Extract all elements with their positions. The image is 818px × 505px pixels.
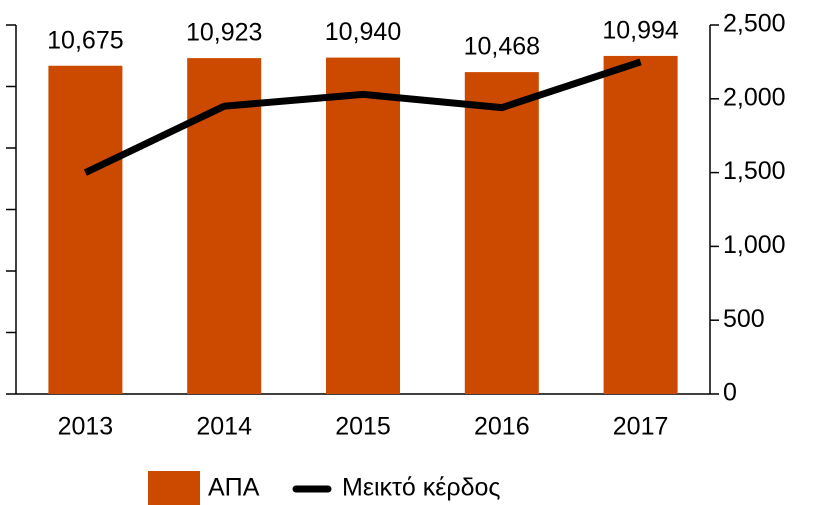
- legend-label: ΑΠΑ: [208, 474, 260, 502]
- data-label: 10,994: [602, 17, 679, 45]
- x-tick-label: 2017: [613, 413, 669, 441]
- line: [83, 58, 642, 176]
- legend-label: Μεικτό κέρδος: [342, 474, 500, 502]
- data-label: 10,940: [325, 18, 401, 46]
- data-label: 10,468: [464, 33, 540, 61]
- data-label: 10,923: [186, 19, 262, 47]
- x-tick-label: 2013: [58, 413, 114, 441]
- y2-tick-label: 500: [723, 305, 765, 333]
- y2-tick-label: 1,500: [723, 157, 786, 185]
- legend-swatch: [148, 471, 200, 505]
- bar: [603, 55, 678, 394]
- bar: [187, 58, 262, 395]
- bar: [48, 65, 123, 395]
- x-tick-label: 2015: [335, 413, 391, 441]
- x-tick-label: 2016: [474, 413, 530, 441]
- bar: [464, 72, 539, 394]
- data-label: 10,675: [47, 26, 123, 54]
- y2-tick-label: 2,500: [723, 10, 786, 38]
- bar: [326, 57, 400, 394]
- y2-tick-label: 2,000: [723, 83, 786, 111]
- x-tick-label: 2014: [196, 413, 252, 441]
- y2-tick-label: 1,000: [723, 231, 786, 259]
- y2-tick-label: 0: [723, 379, 737, 407]
